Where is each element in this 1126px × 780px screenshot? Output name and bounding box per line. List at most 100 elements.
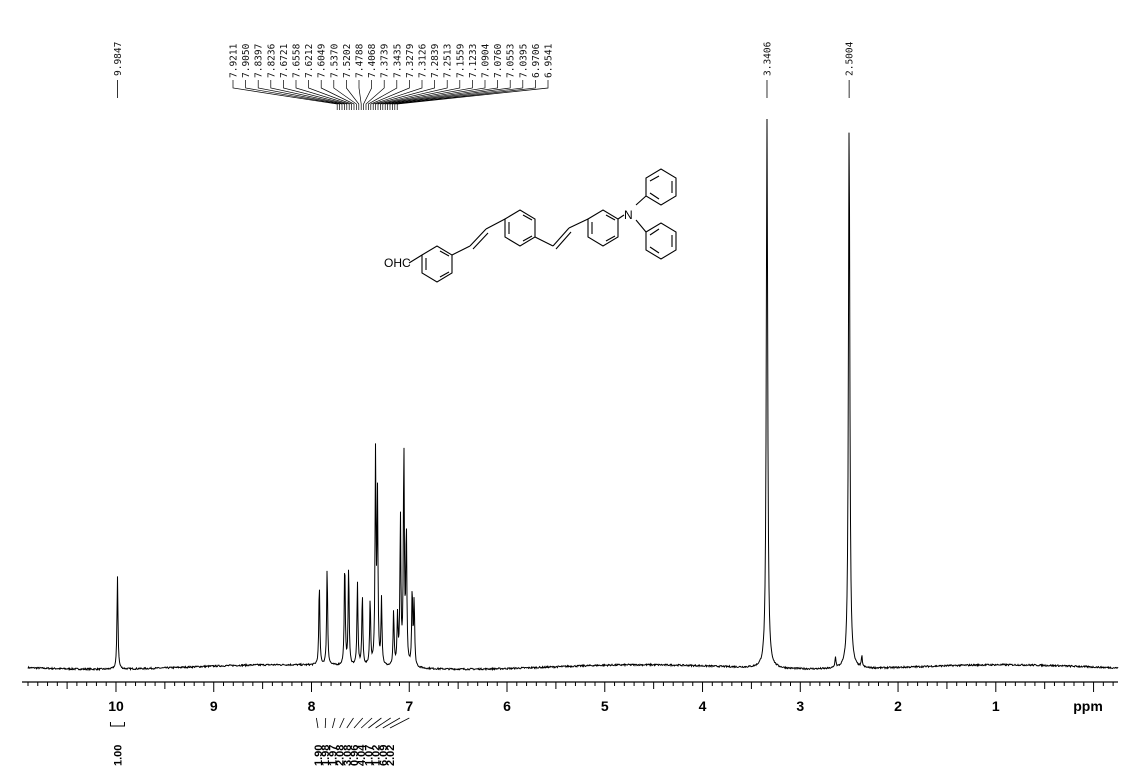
integral-bracket	[339, 717, 345, 729]
integral-label: 1.97	[327, 745, 339, 766]
x-tick-label: 9	[210, 698, 218, 714]
peak-label-leader	[363, 80, 372, 110]
peak-label-leader	[365, 80, 385, 110]
x-tick-label: 2	[894, 698, 902, 714]
peak-label: 7.0904	[481, 43, 492, 78]
peak-label-leader	[270, 80, 345, 110]
x-tick-label: 7	[405, 698, 413, 714]
x-axis-unit-label: ppm	[1073, 698, 1103, 714]
x-axis	[22, 681, 1118, 692]
peak-label: 7.1559	[455, 43, 466, 78]
peak-label: 7.2513	[443, 44, 454, 78]
integral-bracket	[316, 717, 319, 729]
peak-label-leader	[389, 80, 511, 110]
x-tick-label: 1	[992, 698, 1000, 714]
integral-bracket	[324, 717, 327, 729]
peak-label-leader	[372, 80, 423, 110]
x-tick-label: 8	[308, 698, 316, 714]
peak-label-leader	[384, 80, 486, 110]
integral-label: 3.08	[342, 745, 354, 766]
peak-label: 7.0760	[493, 43, 504, 78]
integral-label: 4.04	[356, 744, 368, 766]
spectrum-line	[27, 118, 1119, 672]
x-tick-label: 3	[796, 698, 804, 714]
peak-label-leader	[232, 80, 338, 110]
peak-label: 7.5202	[342, 44, 353, 78]
x-tick-label: 6	[503, 698, 511, 714]
peak-label-leader	[370, 80, 410, 110]
x-tick-labels: 10 9 8 7 6 5 4 3 2 1 ppm	[108, 698, 1103, 714]
peak-label: 2.5004	[845, 41, 856, 76]
peak-label: 6.9706	[531, 43, 542, 78]
peak-label: 7.9050	[241, 43, 252, 78]
peak-label-leader	[377, 80, 448, 110]
integral-label: 0.96	[349, 745, 361, 766]
peak-label: 7.6721	[279, 43, 290, 78]
peak-label-leader	[245, 80, 340, 110]
integral-label: 1.98	[320, 745, 332, 766]
peak-label-leader	[375, 80, 435, 110]
peak-label-leader	[368, 80, 398, 110]
peak-label: 7.0553	[506, 44, 517, 78]
peak-label-leader	[320, 80, 355, 110]
peak-label: 7.4068	[367, 43, 378, 78]
peak-label: 7.5370	[329, 43, 340, 78]
integral-bracket	[382, 717, 401, 729]
peak-label-leader	[346, 80, 360, 110]
integral-bracket	[346, 717, 354, 729]
integral-label: 1.07	[363, 745, 375, 766]
peak-label: 6.9541	[544, 43, 555, 78]
peak-label-leader	[394, 80, 536, 110]
integral-label: 2.08	[335, 745, 347, 766]
x-tick-label: 5	[601, 698, 609, 714]
peak-labels: 9.9847 3.3406 2.5004 7.9211 7.9050 7.8397 7.82…	[113, 41, 856, 110]
peak-label-leader	[380, 80, 461, 110]
peak-label: 7.3739	[380, 43, 391, 78]
peak-label: 7.6558	[292, 43, 303, 78]
aldehyde-label: OHC	[384, 256, 411, 270]
peak-label: 7.6049	[317, 43, 328, 78]
molecule-structure: OHC N	[384, 168, 677, 283]
peak-label-leader	[396, 80, 549, 110]
peak-label: 7.0395	[518, 44, 529, 78]
peak-label: 9.9847	[113, 42, 124, 76]
integral-bracket	[360, 717, 373, 729]
x-tick-label: 10	[108, 698, 124, 714]
integral-bracket	[109, 722, 125, 727]
peak-label: 7.4788	[355, 43, 366, 78]
integral-bracket	[368, 717, 382, 729]
peak-label-leader	[257, 80, 343, 110]
peak-label-leader	[358, 80, 362, 110]
peak-label: 7.3126	[418, 43, 429, 78]
peak-label: 7.8397	[254, 44, 265, 78]
integral-bracket	[332, 717, 336, 729]
integral-label: 2.02	[385, 745, 397, 766]
peak-label: 7.2839	[430, 43, 441, 78]
peak-label-leader	[283, 80, 348, 110]
spectrum-trace	[27, 118, 1119, 672]
integral-labels: 1.00 1.901.981.972.083.080.964.041.071.02…	[109, 717, 410, 766]
integral-bracket	[389, 717, 410, 729]
integral-bracket	[375, 717, 391, 729]
peak-label-leader	[333, 80, 357, 110]
peak-label: 7.1233	[468, 44, 479, 78]
peak-label: 7.3435	[392, 44, 403, 78]
integral-label: 1.90	[313, 745, 325, 766]
peak-label-leader	[308, 80, 352, 110]
peak-label: 7.9211	[229, 43, 240, 78]
x-tick-label: 4	[699, 698, 707, 714]
peak-label: 7.6212	[304, 44, 315, 78]
integral-label: 1.00	[112, 745, 124, 766]
peak-label: 3.3406	[762, 41, 773, 76]
integral-label: 6.09	[378, 745, 390, 766]
peak-label: 7.3279	[405, 43, 416, 78]
peak-label-leader	[392, 80, 524, 110]
peak-label-leader	[295, 80, 350, 110]
peak-label-leader	[382, 80, 473, 110]
integral-label: 1.02	[371, 745, 383, 766]
nitrogen-label: N	[624, 208, 633, 222]
peak-label: 7.8236	[266, 43, 277, 78]
peak-label-leader	[387, 80, 498, 110]
integral-bracket	[353, 717, 364, 729]
